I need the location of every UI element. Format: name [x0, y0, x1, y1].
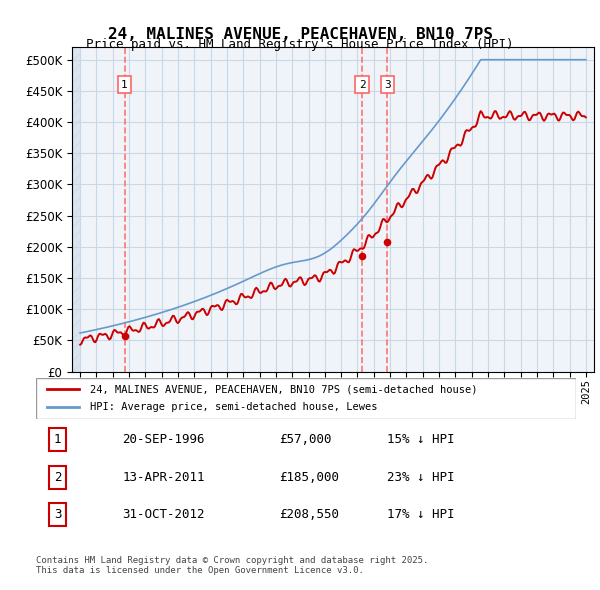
Text: 13-APR-2011: 13-APR-2011 — [122, 471, 205, 484]
Text: £208,550: £208,550 — [279, 508, 339, 521]
Text: HPI: Average price, semi-detached house, Lewes: HPI: Average price, semi-detached house,… — [90, 402, 377, 412]
Text: 23% ↓ HPI: 23% ↓ HPI — [387, 471, 455, 484]
Text: 2: 2 — [359, 80, 365, 90]
Text: 1: 1 — [54, 434, 61, 447]
Text: 1: 1 — [121, 80, 128, 90]
Text: 24, MALINES AVENUE, PEACEHAVEN, BN10 7PS (semi-detached house): 24, MALINES AVENUE, PEACEHAVEN, BN10 7PS… — [90, 384, 478, 394]
Text: 15% ↓ HPI: 15% ↓ HPI — [387, 434, 455, 447]
Text: Price paid vs. HM Land Registry's House Price Index (HPI): Price paid vs. HM Land Registry's House … — [86, 38, 514, 51]
Text: 3: 3 — [54, 508, 61, 521]
Point — [357, 251, 367, 261]
FancyBboxPatch shape — [36, 378, 576, 419]
Polygon shape — [72, 47, 80, 372]
Point — [383, 237, 392, 246]
Text: 17% ↓ HPI: 17% ↓ HPI — [387, 508, 455, 521]
Text: Contains HM Land Registry data © Crown copyright and database right 2025.
This d: Contains HM Land Registry data © Crown c… — [36, 556, 428, 575]
Text: 3: 3 — [384, 80, 391, 90]
Text: 31-OCT-2012: 31-OCT-2012 — [122, 508, 205, 521]
Text: 2: 2 — [54, 471, 61, 484]
Point — [120, 332, 130, 341]
Text: 20-SEP-1996: 20-SEP-1996 — [122, 434, 205, 447]
Text: £57,000: £57,000 — [279, 434, 331, 447]
Text: 24, MALINES AVENUE, PEACEHAVEN, BN10 7PS: 24, MALINES AVENUE, PEACEHAVEN, BN10 7PS — [107, 27, 493, 41]
Text: £185,000: £185,000 — [279, 471, 339, 484]
